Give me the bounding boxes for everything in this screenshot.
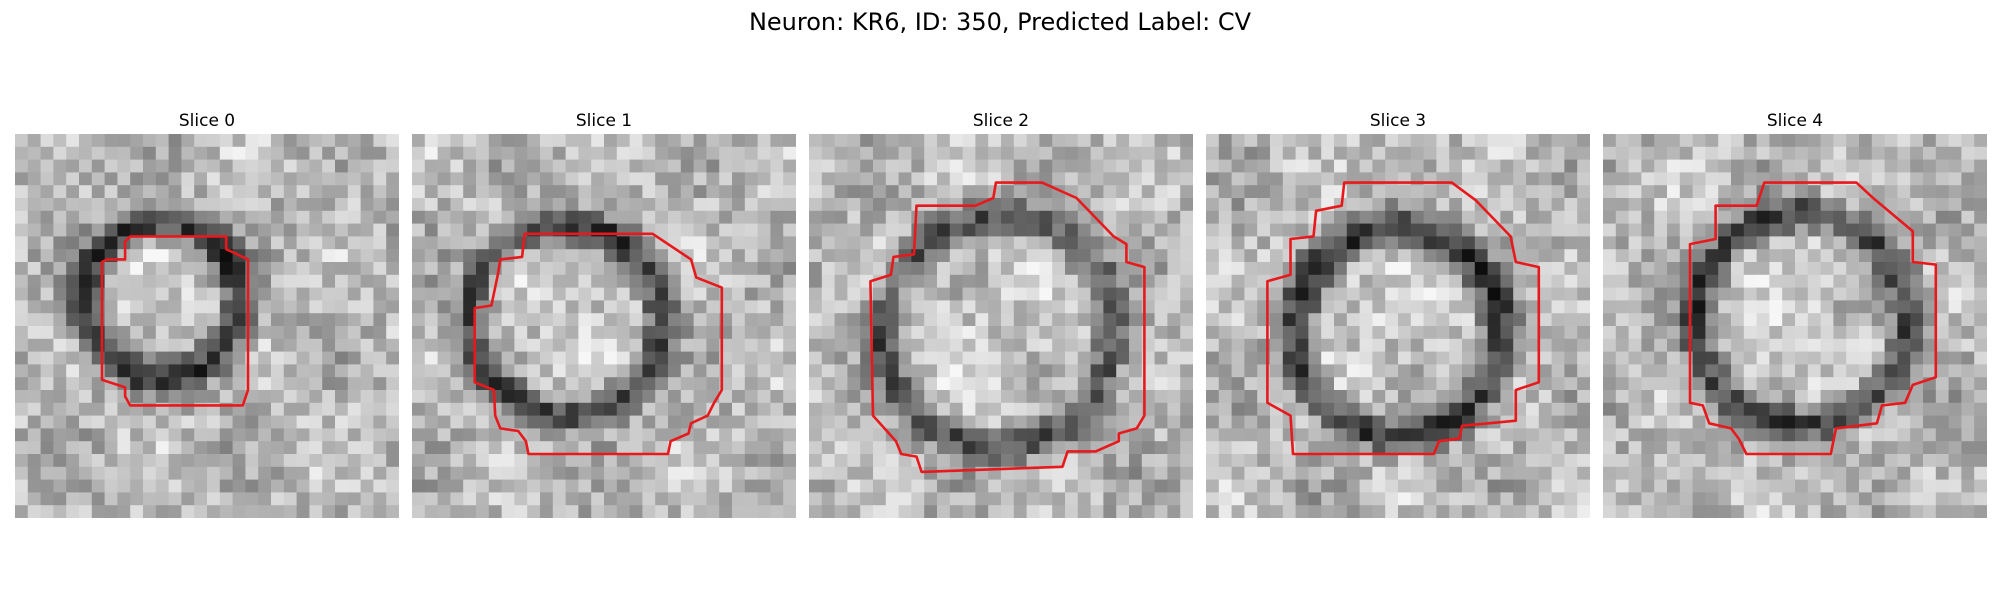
- slice-image-4: [1603, 134, 1987, 518]
- slice-panel-1: Slice 1: [412, 108, 796, 518]
- pixel-texture: [412, 134, 796, 518]
- slice-panel-0: Slice 0: [15, 108, 399, 518]
- segmentation-contour: [100, 235, 250, 407]
- segmentation-contour: [1266, 181, 1541, 456]
- slice-image-1: [412, 134, 796, 518]
- pixel-texture: [1206, 134, 1590, 518]
- slice-title-4: Slice 4: [1766, 111, 1824, 131]
- slice-image-0: [15, 134, 399, 518]
- pixel-texture: [809, 134, 1193, 518]
- pixel-texture: [1603, 134, 1987, 518]
- slice-image-2: [809, 134, 1193, 518]
- slice-title-3: Slice 3: [1369, 111, 1427, 131]
- segmentation-contour: [869, 181, 1146, 474]
- slice-image-3: [1206, 134, 1590, 518]
- slice-panel-4: Slice 4: [1603, 108, 1987, 518]
- figure-title: Neuron: KR6, ID: 350, Predicted Label: C…: [748, 8, 1252, 36]
- slice-title-2: Slice 2: [972, 111, 1030, 131]
- slice-title-1: Slice 1: [575, 111, 633, 131]
- segmentation-contour: [473, 232, 724, 456]
- slice-panel-3: Slice 3: [1206, 108, 1590, 518]
- pixel-texture: [15, 134, 399, 518]
- segmentation-contour: [1688, 181, 1938, 456]
- slice-panel-2: Slice 2: [809, 108, 1193, 518]
- slice-title-0: Slice 0: [178, 111, 236, 131]
